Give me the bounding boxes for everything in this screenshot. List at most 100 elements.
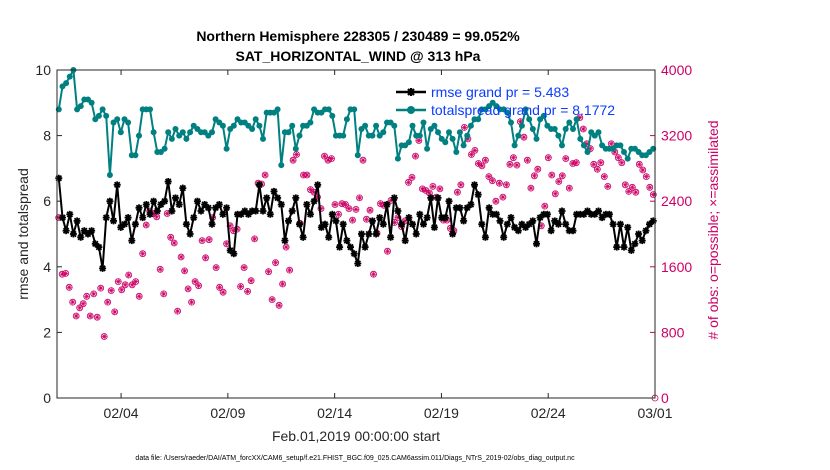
legend: rmse grand pr = 5.483 totalspread grand … [396, 84, 615, 118]
y-axis-label-right: # of obs: o=possible; ×=assimilated [705, 120, 721, 339]
totalspread-point [114, 116, 121, 123]
obs-point [69, 298, 77, 306]
rmse-point [398, 220, 406, 228]
rmse-point [110, 217, 117, 225]
rmse-point [164, 178, 172, 185]
rmse-point [474, 191, 482, 199]
totalspread-point [66, 73, 73, 80]
rmse-point [529, 217, 537, 225]
obs-point [170, 239, 178, 247]
totalspread-point [343, 116, 350, 123]
obs-point [495, 179, 503, 187]
rmse-point [547, 227, 555, 235]
obs-point [93, 313, 101, 321]
obs-point [478, 162, 486, 170]
obs-point [167, 233, 175, 241]
totalspread-point [617, 142, 624, 149]
totalspread-point [446, 129, 452, 136]
rmse-point [193, 197, 201, 205]
totalspread-point [624, 155, 631, 162]
x-axis-label: Feb.01,2019 00:00:00 start [272, 428, 440, 444]
rmse-point [562, 220, 570, 228]
rmse-point [317, 223, 325, 231]
obs-point [506, 160, 514, 168]
totalspread-point [424, 145, 431, 152]
totalspread-point [522, 106, 529, 113]
obs-point [635, 160, 643, 168]
totalspread-point [416, 132, 423, 139]
rmse-point [266, 210, 274, 218]
totalspread-point [508, 119, 514, 126]
obs-point [621, 181, 629, 189]
y-right-tick-label: 3200 [661, 128, 692, 144]
totalspread-point [540, 112, 547, 119]
totalspread-point [595, 129, 602, 136]
rmse-point [113, 181, 121, 189]
y-tick-label: 4 [43, 259, 51, 275]
obs-point [244, 287, 252, 295]
rmse-point [102, 214, 110, 222]
obs-point [240, 264, 248, 272]
rmse-point [358, 230, 365, 238]
obs-point [303, 171, 311, 179]
y-right-tick-label: 800 [661, 324, 685, 340]
totalspread-point [453, 149, 460, 155]
y-right-tick-label: 4000 [661, 62, 692, 78]
obs-point [359, 156, 367, 164]
obs-point [541, 202, 549, 210]
rmse-point [306, 210, 314, 218]
rmse-point [496, 217, 504, 225]
x-tick-label: 02/24 [531, 405, 566, 421]
rmse-point [215, 201, 223, 208]
totalspread-point [172, 126, 179, 132]
rmse-point [230, 250, 238, 258]
obs-point [174, 307, 182, 315]
rmse-point [500, 233, 508, 241]
rmse-point [595, 207, 602, 215]
totalspread-point [442, 139, 449, 146]
obs-point [289, 156, 297, 164]
rmse-point [394, 207, 402, 215]
totalspread-point [456, 129, 463, 136]
obs-point [132, 278, 140, 286]
totalspread-point [249, 126, 256, 132]
obs-point [293, 151, 300, 158]
obs-point [100, 333, 108, 340]
obs-point [366, 206, 374, 214]
obs-point [614, 154, 622, 162]
obs-point [125, 271, 133, 279]
rmse-point [128, 237, 136, 245]
y-tick-label: 2 [43, 324, 51, 340]
obs-point [460, 124, 468, 131]
rmse-point [354, 260, 362, 267]
totalspread-point [168, 135, 175, 142]
rmse-point [121, 220, 128, 228]
rmse-point [533, 240, 540, 248]
obs-point [272, 259, 280, 267]
rmse-point [467, 201, 475, 208]
rmse-point [186, 230, 194, 238]
totalspread-point [219, 122, 226, 129]
rmse-point [325, 233, 333, 241]
rmse-point [624, 223, 632, 231]
rmse-point [124, 214, 132, 222]
totalspread-point [296, 132, 303, 139]
rmse-point [252, 207, 260, 215]
rmse-point [423, 214, 431, 222]
rmse-point [259, 207, 267, 215]
y-tick-label: 6 [43, 193, 51, 209]
legend-marker-rmse [407, 88, 415, 96]
obs-point [524, 156, 531, 164]
obs-point [356, 194, 363, 202]
rmse-point [77, 233, 85, 241]
totalspread-point [99, 106, 106, 113]
obs-point [188, 298, 196, 306]
obs-point [79, 300, 87, 308]
obs-point [572, 159, 580, 167]
rmse-point [88, 227, 96, 235]
totalspread-point [435, 129, 441, 136]
obs-point [520, 133, 528, 141]
obs-point [328, 155, 335, 163]
obs-point [457, 181, 465, 189]
obs-point [279, 280, 287, 288]
